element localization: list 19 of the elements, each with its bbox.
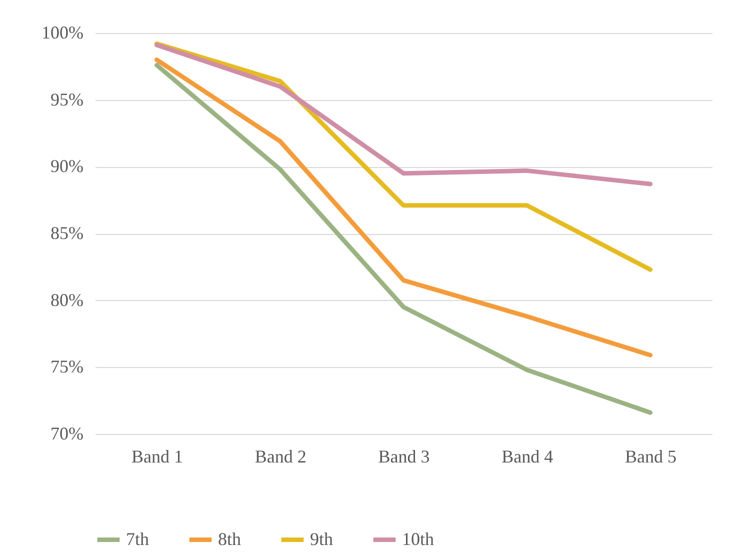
line-series	[154, 62, 653, 415]
line-series	[154, 42, 653, 186]
x-tick-label: Band 1	[131, 446, 183, 466]
legend-label: 7th	[126, 528, 150, 549]
x-tick-label: Band 3	[378, 446, 430, 466]
x-tick-label: Band 2	[254, 446, 306, 466]
y-tick-label: 90%	[50, 156, 84, 176]
y-tick-label: 80%	[50, 290, 84, 310]
y-tick-label: 70%	[50, 424, 84, 444]
line-series	[154, 57, 653, 358]
legend-label: 8th	[218, 528, 242, 549]
y-tick-label: 75%	[50, 356, 84, 377]
legend-label: 10th	[402, 528, 434, 549]
y-tick-label: 100%	[42, 22, 84, 42]
y-tick-label: 95%	[50, 89, 84, 110]
x-tick-label: Band 5	[625, 446, 677, 466]
y-tick-label: 85%	[50, 223, 84, 243]
legend-label: 9th	[310, 528, 334, 549]
x-tick-label: Band 4	[502, 446, 554, 466]
